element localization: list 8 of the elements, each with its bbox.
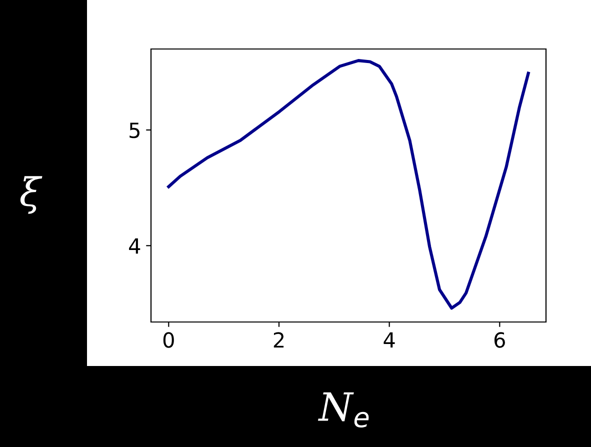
x-tick-label: 6	[494, 332, 505, 348]
x-tick-label: 0	[163, 332, 174, 348]
x-tick-label: 2	[274, 332, 284, 348]
x-tick-label: 4	[384, 332, 395, 348]
y-tick-label: 5	[130, 122, 140, 138]
y-axis-title: ξ	[20, 176, 42, 214]
x-axis-title: N$_{e}$	[318, 392, 369, 428]
line-series	[167, 59, 530, 310]
